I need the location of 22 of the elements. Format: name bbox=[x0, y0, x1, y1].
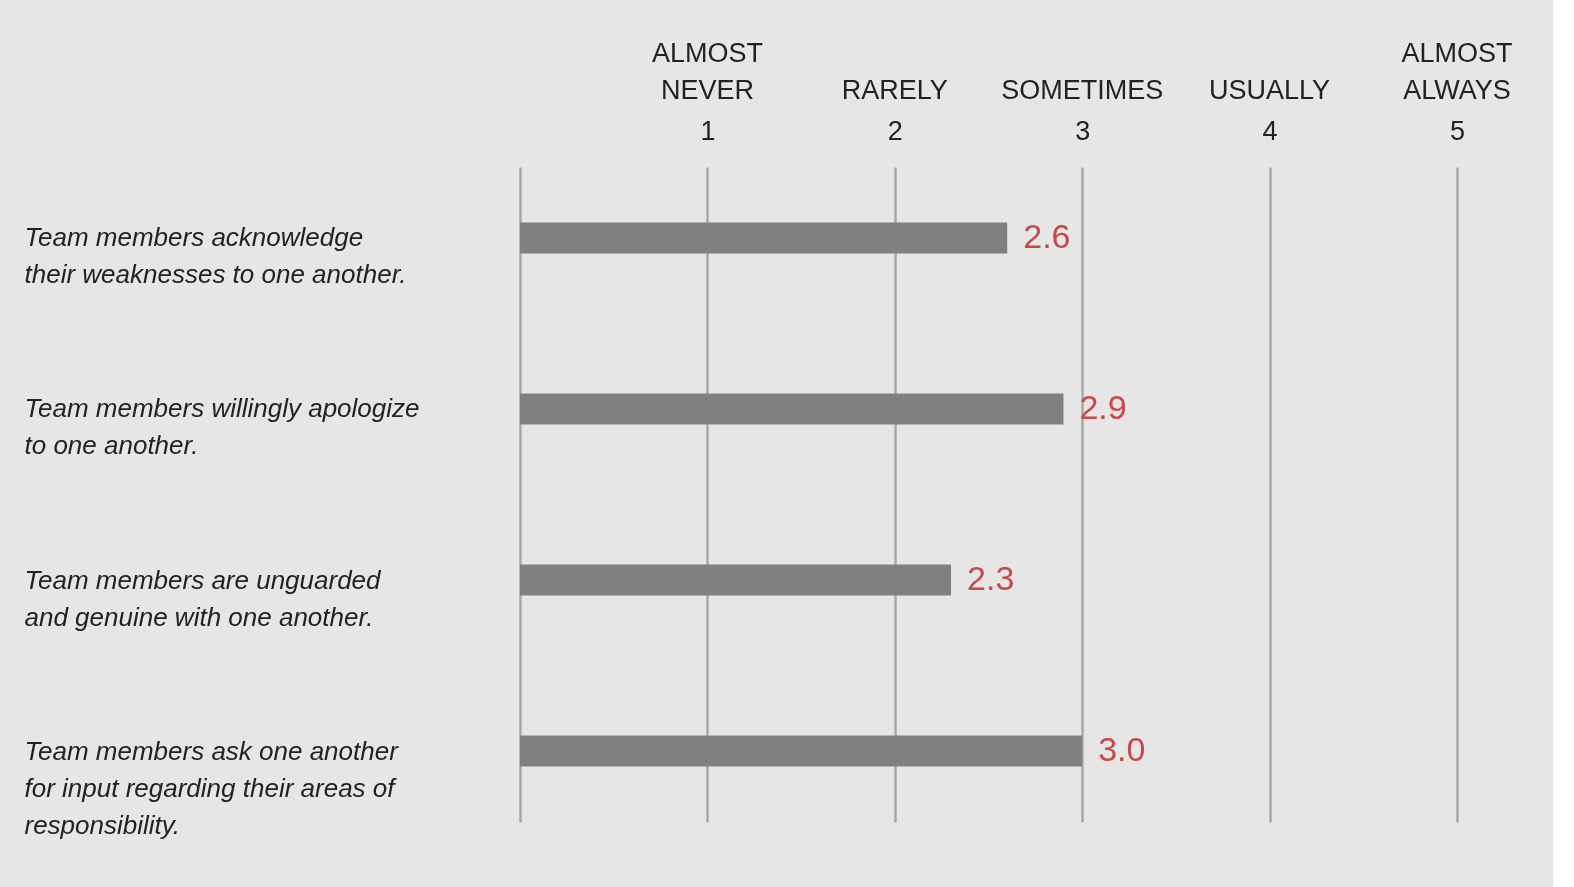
x-tick-label: 5 bbox=[1449, 115, 1466, 146]
bar bbox=[520, 735, 1083, 767]
text: SOMETIMES bbox=[1001, 75, 1164, 105]
data-label: 2.9 bbox=[1079, 387, 1127, 426]
x-tick-label: 2 bbox=[887, 115, 903, 146]
y-tick-label: Team members ask one another for input regarding their areas of responsibility. bbox=[24, 735, 400, 840]
data-label: 2.6 bbox=[1023, 216, 1071, 255]
data-label: 2.3 bbox=[967, 559, 1015, 598]
bar bbox=[520, 222, 1008, 254]
y-tick-label: Team members willingly apologize to one another. bbox=[24, 393, 420, 461]
bar bbox=[520, 393, 1064, 425]
text: ALMOST NEVER bbox=[651, 38, 763, 105]
y-tick-label: Team members acknowledge their weaknesses to one another. bbox=[24, 222, 407, 290]
text: ALMOST ALWAYS bbox=[1401, 38, 1513, 105]
data-label: 3.0 bbox=[1098, 730, 1146, 769]
bar bbox=[520, 564, 952, 596]
x-tick-label: 3 bbox=[1075, 115, 1091, 146]
text: USUALLY bbox=[1209, 75, 1331, 105]
x-tick-label: 4 bbox=[1262, 115, 1278, 146]
text: RARELY bbox=[841, 75, 948, 105]
y-tick-label: Team members are unguarded and genuine with one another. bbox=[24, 564, 383, 632]
x-tick-label: 1 bbox=[700, 115, 716, 146]
